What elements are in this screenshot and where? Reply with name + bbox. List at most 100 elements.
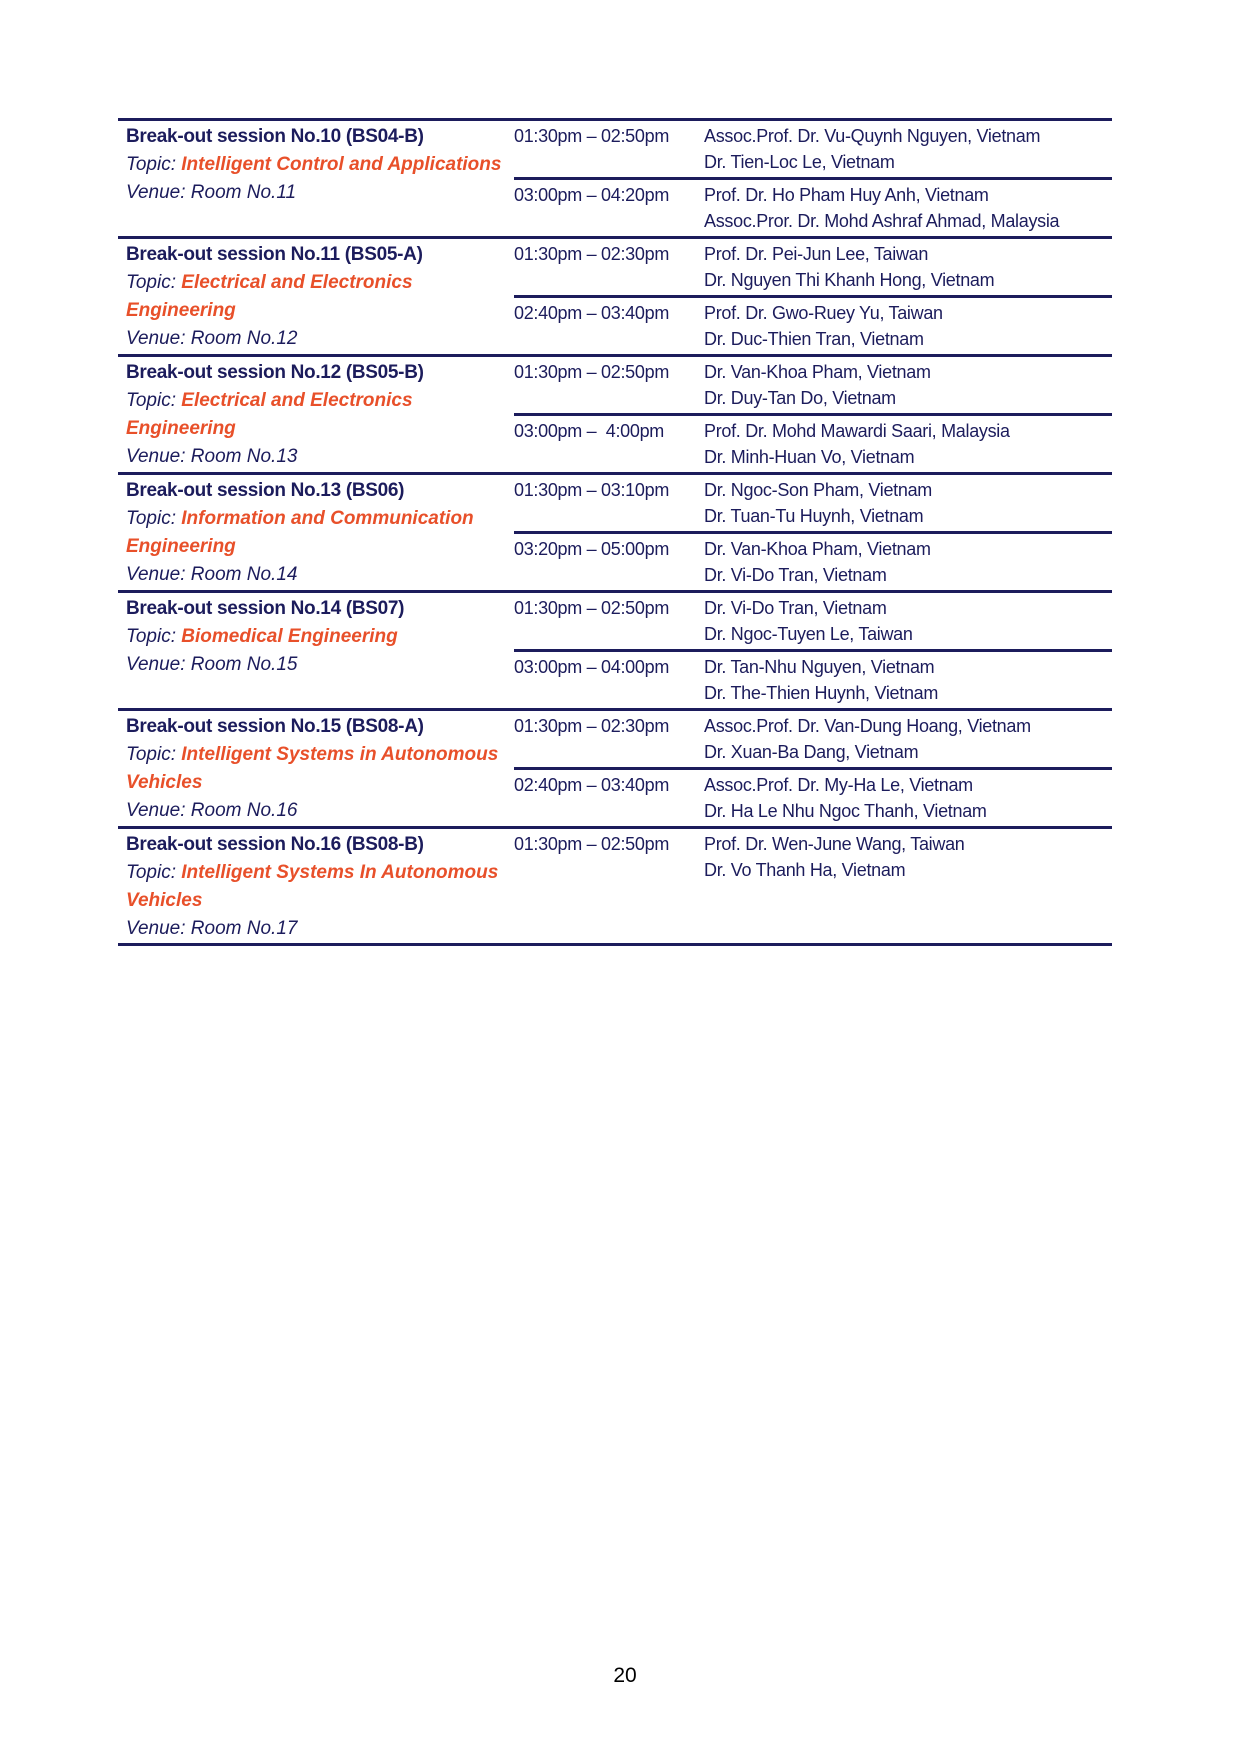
session-info: Break-out session No.16 (BS08-B) Topic: … <box>118 826 514 945</box>
session-venue: Venue: Room No.15 <box>126 654 298 675</box>
slot-speakers: Prof. Dr. Wen-June Wang, Taiwan Dr. Vo Th… <box>704 826 1112 945</box>
schedule-table: Break-out session No.10 (BS04-B) Topic: … <box>118 118 1112 947</box>
speaker: Dr. Tuan-Tu Huynh, Vietnam <box>704 506 924 526</box>
schedule-row: Break-out session No.13 (BS06) Topic: In… <box>118 472 1112 592</box>
session-title: Break-out session No.14 (BS07) <box>126 598 405 619</box>
session-topic: Information and Communication Engineerin… <box>126 508 474 557</box>
speaker: Dr. Minh-Huan Vo, Vietnam <box>704 447 915 467</box>
slot-speakers: Assoc.Prof. Dr. Vu-Quynh Nguyen, Vietnam… <box>704 118 1112 179</box>
session-info: Break-out session No.12 (BS05-B) Topic: … <box>118 354 514 474</box>
speaker: Dr. The-Thien Huynh, Vietnam <box>704 683 939 703</box>
speaker: Dr. Ngoc-Son Pham, Vietnam <box>704 480 932 500</box>
slot-speakers: Dr. Vi-Do Tran, Vietnam Dr. Ngoc-Tuyen Le… <box>704 590 1112 651</box>
session-title: Break-out session No.16 (BS08-B) <box>126 834 424 855</box>
speaker: Dr. Van-Khoa Pham, Vietnam <box>704 362 931 382</box>
speaker: Assoc.Prof. Dr. Van-Dung Hoang, Vietnam <box>704 716 1031 736</box>
speaker: Prof. Dr. Mohd Mawardi Saari, Malaysia <box>704 421 1010 441</box>
schedule-row: 03:00pm – 4:00pm Prof. Dr. Mohd Mawardi S… <box>118 413 1112 474</box>
session-title: Break-out session No.13 (BS06) <box>126 480 405 501</box>
speaker: Dr. Vi-Do Tran, Vietnam <box>704 565 887 585</box>
slot-time: 01:30pm – 03:10pm <box>514 472 704 533</box>
speaker: Dr. Duc-Thien Tran, Vietnam <box>704 329 924 349</box>
session-venue: Venue: Room No.17 <box>126 918 298 939</box>
topic-label: Topic: <box>126 272 182 293</box>
speaker: Dr. Vi-Do Tran, Vietnam <box>704 598 887 618</box>
schedule-row: Break-out session No.12 (BS05-B) Topic: … <box>118 354 1112 474</box>
table-bottom-rule <box>118 943 1112 947</box>
topic-label: Topic: <box>126 626 182 647</box>
session-venue: Venue: Room No.11 <box>126 182 297 203</box>
topic-label: Topic: <box>126 154 182 175</box>
session-title: Break-out session No.10 (BS04-B) <box>126 126 424 147</box>
slot-speakers: Prof. Dr. Ho Pham Huy Anh, Vietnam Assoc.… <box>704 177 1112 238</box>
schedule-row: 02:40pm – 03:40pm Assoc.Prof. Dr. My-Ha L… <box>118 767 1112 828</box>
slot-time: 01:30pm – 02:50pm <box>514 826 704 945</box>
session-info: Break-out session No.15 (BS08-A) Topic: … <box>118 708 514 828</box>
slot-speakers: Dr. Van-Khoa Pham, Vietnam Dr. Vi-Do Tran… <box>704 531 1112 592</box>
session-venue: Venue: Room No.16 <box>126 800 298 821</box>
speaker: Prof. Dr. Wen-June Wang, Taiwan <box>704 834 965 854</box>
speaker: Dr. Ha Le Nhu Ngoc Thanh, Vietnam <box>704 801 987 821</box>
slot-speakers: Assoc.Prof. Dr. Van-Dung Hoang, Vietnam D… <box>704 708 1112 769</box>
slot-time: 01:30pm – 02:50pm <box>514 354 704 415</box>
speaker: Assoc.Prof. Dr. Vu-Quynh Nguyen, Vietnam <box>704 126 1041 146</box>
speaker: Dr. Xuan-Ba Dang, Vietnam <box>704 742 919 762</box>
session-topic: Electrical and Electronics Engineering <box>126 390 413 439</box>
slot-speakers: Assoc.Prof. Dr. My-Ha Le, Vietnam Dr. Ha … <box>704 767 1112 828</box>
topic-label: Topic: <box>126 744 182 765</box>
topic-label: Topic: <box>126 390 182 411</box>
speaker: Dr. Van-Khoa Pham, Vietnam <box>704 539 931 559</box>
topic-label: Topic: <box>126 508 182 529</box>
slot-time: 03:00pm – 04:20pm <box>514 177 704 238</box>
session-venue: Venue: Room No.12 <box>126 328 298 349</box>
slot-speakers: Dr. Ngoc-Son Pham, Vietnam Dr. Tuan-Tu Hu… <box>704 472 1112 533</box>
schedule-row: Break-out session No.14 (BS07) Topic: Bi… <box>118 590 1112 710</box>
slot-time: 03:20pm – 05:00pm <box>514 531 704 592</box>
topic-label: Topic: <box>126 862 182 883</box>
session-info: Break-out session No.14 (BS07) Topic: Bi… <box>118 590 514 710</box>
speaker: Assoc.Pror. Dr. Mohd Ashraf Ahmad, Malay… <box>704 211 1060 231</box>
session-topic: Electrical and Electronics Engineering <box>126 272 413 321</box>
session-info: Break-out session No.11 (BS05-A) Topic: … <box>118 236 514 356</box>
session-title: Break-out session No.15 (BS08-A) <box>126 716 424 737</box>
speaker: Dr. Duy-Tan Do, Vietnam <box>704 388 896 408</box>
session-info: Break-out session No.10 (BS04-B) Topic: … <box>118 118 514 238</box>
slot-time: 01:30pm – 02:50pm <box>514 118 704 179</box>
speaker: Prof. Dr. Gwo-Ruey Yu, Taiwan <box>704 303 943 323</box>
schedule-row: 02:40pm – 03:40pm Prof. Dr. Gwo-Ruey Yu, … <box>118 295 1112 356</box>
schedule-row: Break-out session No.11 (BS05-A) Topic: … <box>118 236 1112 356</box>
session-topic: Intelligent Control and Applications <box>181 154 502 175</box>
session-topic: Intelligent Systems In Autonomous Vehicl… <box>126 862 499 911</box>
slot-speakers: Prof. Dr. Mohd Mawardi Saari, Malaysia Dr… <box>704 413 1112 474</box>
speaker: Prof. Dr. Pei-Jun Lee, Taiwan <box>704 244 929 264</box>
schedule-row: 03:00pm – 04:00pm Dr. Tan-Nhu Nguyen, Vie… <box>118 649 1112 710</box>
slot-speakers: Dr. Van-Khoa Pham, Vietnam Dr. Duy-Tan Do… <box>704 354 1112 415</box>
slot-time: 01:30pm – 02:50pm <box>514 590 704 651</box>
slot-time: 01:30pm – 02:30pm <box>514 708 704 769</box>
speaker: Dr. Nguyen Thi Khanh Hong, Vietnam <box>704 270 995 290</box>
schedule-row: Break-out session No.15 (BS08-A) Topic: … <box>118 708 1112 828</box>
session-topic: Biomedical Engineering <box>181 626 398 647</box>
session-title: Break-out session No.12 (BS05-B) <box>126 362 424 383</box>
slot-speakers: Prof. Dr. Gwo-Ruey Yu, Taiwan Dr. Duc-Thi… <box>704 295 1112 356</box>
slot-speakers: Dr. Tan-Nhu Nguyen, Vietnam Dr. The-Thien… <box>704 649 1112 710</box>
speaker: Assoc.Prof. Dr. My-Ha Le, Vietnam <box>704 775 973 795</box>
speaker: Prof. Dr. Ho Pham Huy Anh, Vietnam <box>704 185 989 205</box>
slot-time: 01:30pm – 02:30pm <box>514 236 704 297</box>
slot-time: 03:00pm – 04:00pm <box>514 649 704 710</box>
speaker: Dr. Tien-Loc Le, Vietnam <box>704 152 895 172</box>
slot-speakers: Prof. Dr. Pei-Jun Lee, Taiwan Dr. Nguyen … <box>704 236 1112 297</box>
schedule-row: Break-out session No.10 (BS04-B) Topic: … <box>118 118 1112 238</box>
session-venue: Venue: Room No.13 <box>126 446 298 467</box>
session-info: Break-out session No.13 (BS06) Topic: In… <box>118 472 514 592</box>
session-title: Break-out session No.11 (BS05-A) <box>126 244 423 265</box>
schedule-row: 03:20pm – 05:00pm Dr. Van-Khoa Pham, Viet… <box>118 531 1112 592</box>
speaker: Dr. Vo Thanh Ha, Vietnam <box>704 860 906 880</box>
session-topic: Intelligent Systems in Autonomous Vehicl… <box>126 744 499 793</box>
slot-time: 03:00pm – 4:00pm <box>514 413 704 474</box>
speaker: Dr. Ngoc-Tuyen Le, Taiwan <box>704 624 913 644</box>
speaker: Dr. Tan-Nhu Nguyen, Vietnam <box>704 657 935 677</box>
slot-time: 02:40pm – 03:40pm <box>514 767 704 828</box>
schedule-row: Break-out session No.16 (BS08-B) Topic: … <box>118 826 1112 945</box>
page-number: 20 <box>613 1664 637 1687</box>
